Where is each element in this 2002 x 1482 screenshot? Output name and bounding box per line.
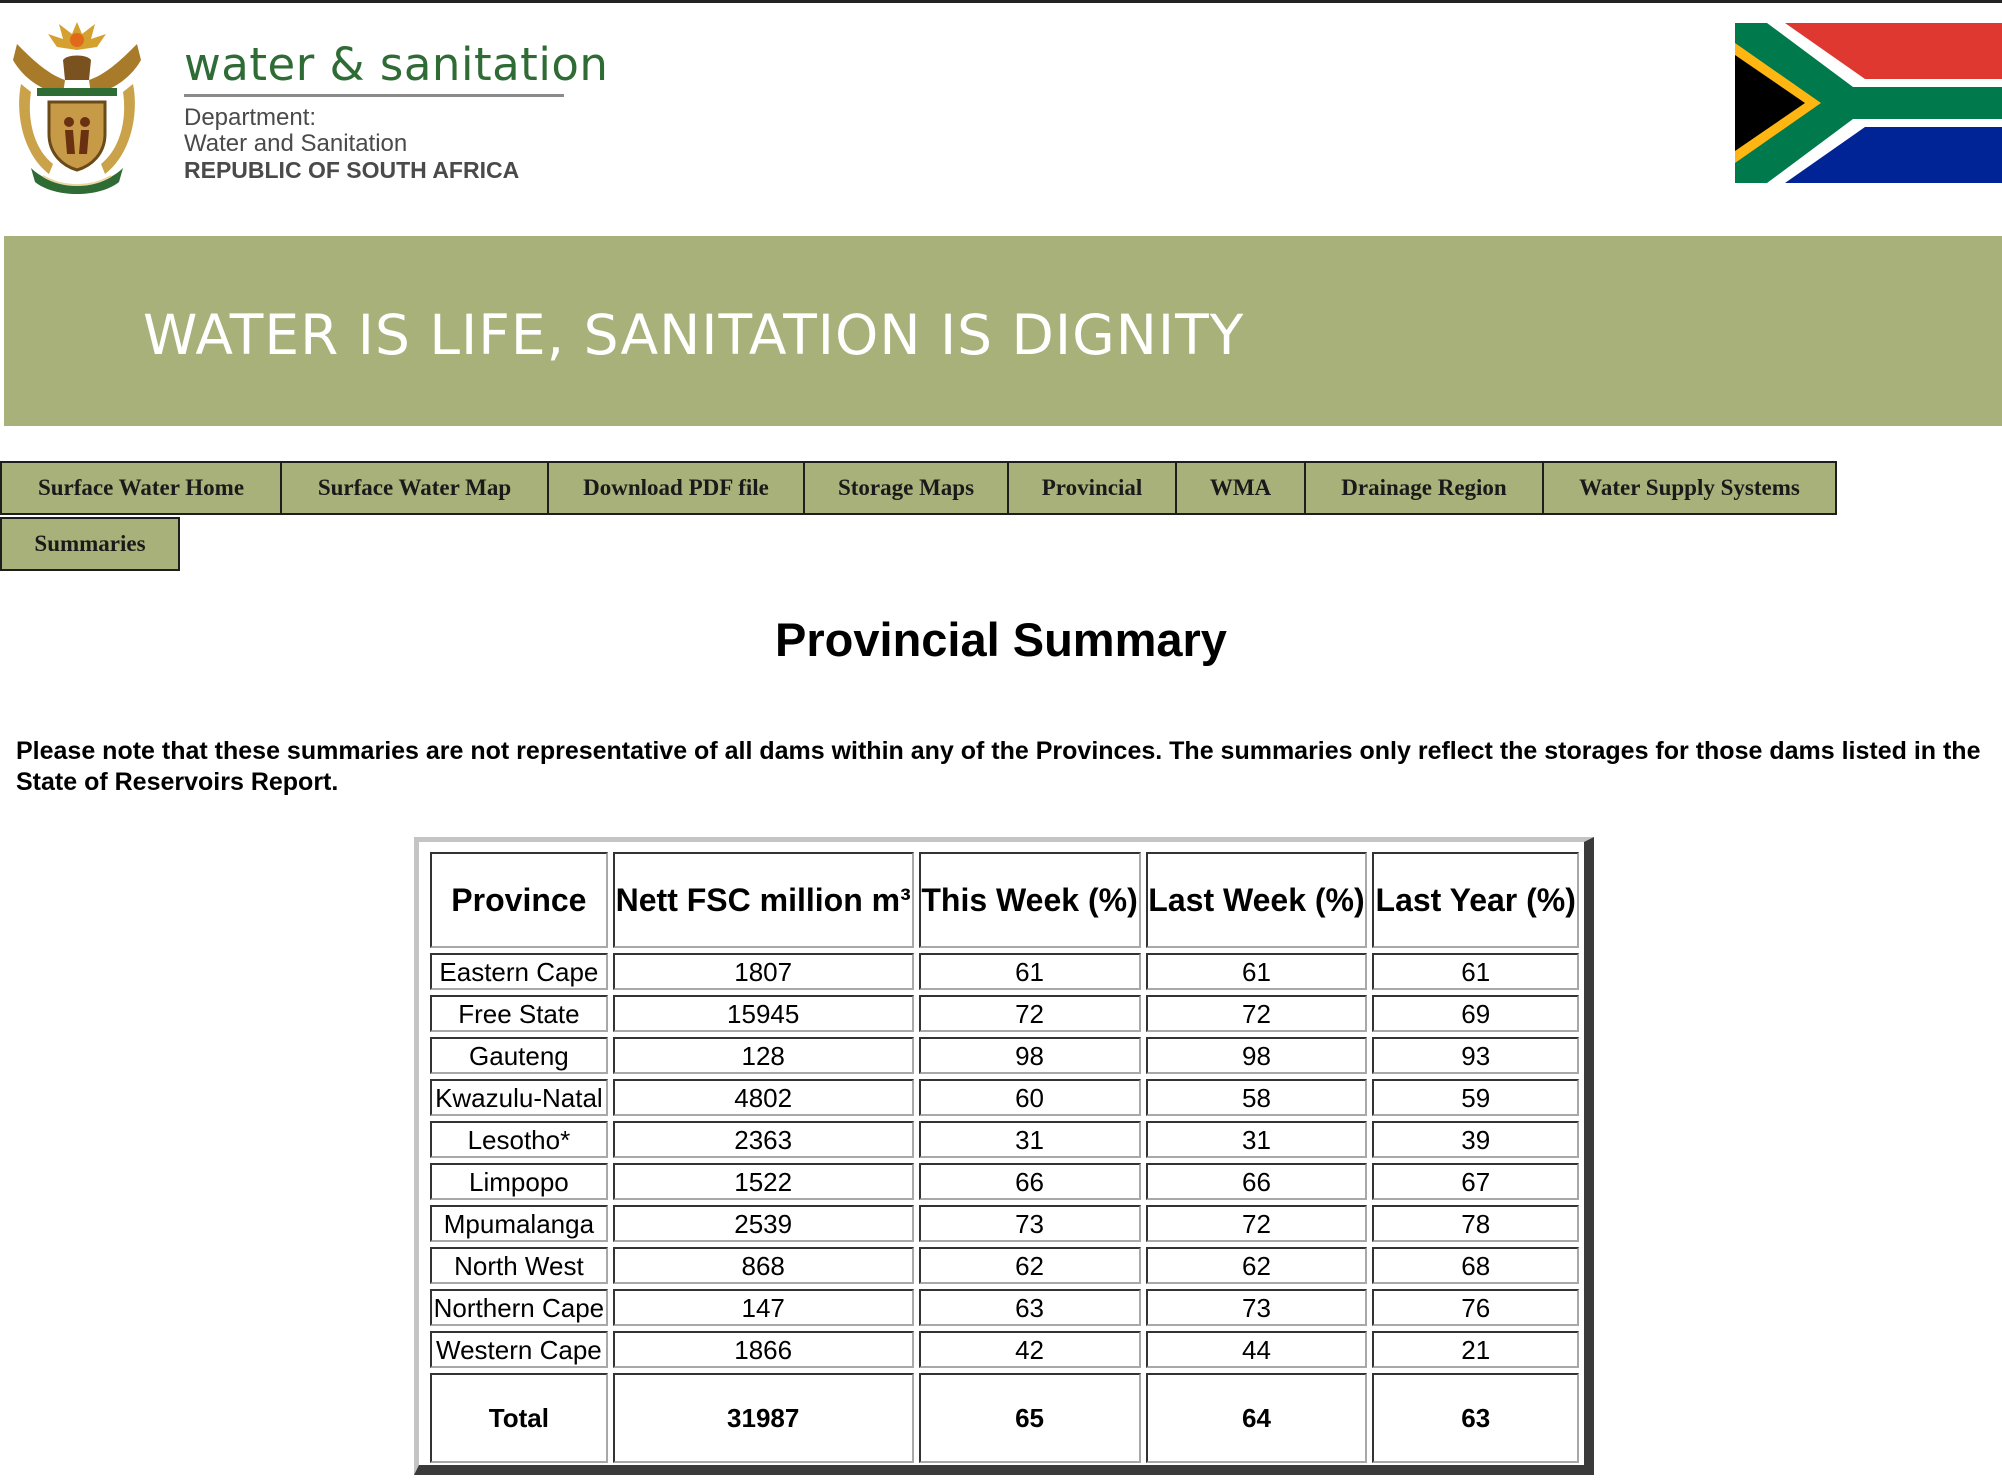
- total-last-week-cell: 64: [1145, 1373, 1368, 1463]
- table-row: Free State 15945 72 72 69: [430, 995, 1579, 1032]
- slogan-banner: WATER IS LIFE, SANITATION IS DIGNITY: [4, 236, 2002, 426]
- last-year-cell: 76: [1372, 1289, 1579, 1326]
- nett-fsc-cell: 15945: [612, 995, 914, 1032]
- total-nett-fsc-cell: 31987: [612, 1373, 914, 1463]
- table-row: Limpopo 1522 66 66 67: [430, 1163, 1579, 1200]
- table-row: Lesotho* 2363 31 31 39: [430, 1121, 1579, 1158]
- table-row: Mpumalanga 2539 73 72 78: [430, 1205, 1579, 1242]
- summary-table-frame: Province Nett FSC million m³ This Week (…: [414, 837, 1594, 1475]
- province-cell: North West: [430, 1247, 608, 1284]
- disclaimer-note: Please note that these summaries are not…: [16, 737, 1981, 796]
- nav-wma[interactable]: WMA: [1175, 461, 1306, 515]
- province-cell: Northern Cape: [430, 1289, 608, 1326]
- this-week-cell: 73: [918, 1205, 1141, 1242]
- table-header-row: Province Nett FSC million m³ This Week (…: [430, 852, 1579, 948]
- this-week-cell: 61: [918, 953, 1141, 990]
- last-week-cell: 58: [1145, 1079, 1368, 1116]
- this-week-cell: 31: [918, 1121, 1141, 1158]
- total-this-week-cell: 65: [918, 1373, 1141, 1463]
- province-cell: Lesotho*: [430, 1121, 608, 1158]
- nett-fsc-cell: 4802: [612, 1079, 914, 1116]
- last-year-cell: 78: [1372, 1205, 1579, 1242]
- last-week-cell: 72: [1145, 995, 1368, 1032]
- total-last-year-cell: 63: [1372, 1373, 1579, 1463]
- last-week-cell: 31: [1145, 1121, 1368, 1158]
- province-cell: Gauteng: [430, 1037, 608, 1074]
- this-week-cell: 72: [918, 995, 1141, 1032]
- last-year-cell: 61: [1372, 953, 1579, 990]
- country-name: REPUBLIC OF SOUTH AFRICA: [184, 157, 520, 183]
- nett-fsc-cell: 1866: [612, 1331, 914, 1368]
- nav-surface-water-home[interactable]: Surface Water Home: [0, 461, 282, 515]
- department-name: Water and Sanitation: [184, 130, 408, 157]
- this-week-cell: 66: [918, 1163, 1141, 1200]
- total-province-cell: Total: [430, 1373, 608, 1463]
- last-year-cell: 68: [1372, 1247, 1579, 1284]
- last-year-cell: 93: [1372, 1037, 1579, 1074]
- department-text: Department: Water and Sanitation REPUBLI…: [184, 104, 608, 184]
- table-row: Northern Cape 147 63 73 76: [430, 1289, 1579, 1326]
- nett-fsc-cell: 868: [612, 1247, 914, 1284]
- table-row: Kwazulu-Natal 4802 60 58 59: [430, 1079, 1579, 1116]
- this-week-cell: 42: [918, 1331, 1141, 1368]
- this-week-cell: 60: [918, 1079, 1141, 1116]
- table-row: North West 868 62 62 68: [430, 1247, 1579, 1284]
- brand-divider: [184, 94, 564, 97]
- this-week-cell: 98: [918, 1037, 1141, 1074]
- nav-surface-water-map[interactable]: Surface Water Map: [280, 461, 549, 515]
- last-year-cell: 69: [1372, 995, 1579, 1032]
- last-year-cell: 21: [1372, 1331, 1579, 1368]
- nett-fsc-cell: 147: [612, 1289, 914, 1326]
- last-week-cell: 98: [1145, 1037, 1368, 1074]
- page-title: Provincial Summary: [775, 613, 1227, 666]
- header-last-week: Last Week (%): [1145, 852, 1368, 948]
- nav-water-supply-systems[interactable]: Water Supply Systems: [1542, 461, 1837, 515]
- nett-fsc-cell: 2363: [612, 1121, 914, 1158]
- last-year-cell: 59: [1372, 1079, 1579, 1116]
- last-week-cell: 62: [1145, 1247, 1368, 1284]
- province-cell: Limpopo: [430, 1163, 608, 1200]
- nav-drainage-region[interactable]: Drainage Region: [1304, 461, 1544, 515]
- last-week-cell: 72: [1145, 1205, 1368, 1242]
- last-week-cell: 66: [1145, 1163, 1368, 1200]
- this-week-cell: 62: [918, 1247, 1141, 1284]
- provincial-summary-table: Province Nett FSC million m³ This Week (…: [425, 847, 1584, 1468]
- coat-of-arms-logo: [13, 22, 141, 194]
- nav-summaries[interactable]: Summaries: [0, 517, 180, 571]
- header-nett-fsc: Nett FSC million m³: [612, 852, 914, 948]
- brand-block: water & sanitation Department: Water and…: [184, 38, 608, 183]
- last-year-cell: 39: [1372, 1121, 1579, 1158]
- nett-fsc-cell: 1807: [612, 953, 914, 990]
- province-cell: Mpumalanga: [430, 1205, 608, 1242]
- nav-download-pdf[interactable]: Download PDF file: [547, 461, 805, 515]
- top-border: [0, 0, 2002, 3]
- province-cell: Eastern Cape: [430, 953, 608, 990]
- south-africa-flag-icon: [1735, 23, 2002, 183]
- province-cell: Western Cape: [430, 1331, 608, 1368]
- header-last-year: Last Year (%): [1372, 852, 1579, 948]
- this-week-cell: 63: [918, 1289, 1141, 1326]
- nav-provincial[interactable]: Provincial: [1007, 461, 1177, 515]
- header-this-week: This Week (%): [918, 852, 1141, 948]
- header-province: Province: [430, 852, 608, 948]
- last-year-cell: 67: [1372, 1163, 1579, 1200]
- nav-storage-maps[interactable]: Storage Maps: [803, 461, 1009, 515]
- last-week-cell: 61: [1145, 953, 1368, 990]
- last-week-cell: 73: [1145, 1289, 1368, 1326]
- province-cell: Kwazulu-Natal: [430, 1079, 608, 1116]
- table-row: Gauteng 128 98 98 93: [430, 1037, 1579, 1074]
- table-row: Eastern Cape 1807 61 61 61: [430, 953, 1579, 990]
- nett-fsc-cell: 128: [612, 1037, 914, 1074]
- table-total-row: Total 31987 65 64 63: [430, 1373, 1579, 1463]
- department-label: Department:: [184, 104, 317, 131]
- nett-fsc-cell: 2539: [612, 1205, 914, 1242]
- province-cell: Free State: [430, 995, 608, 1032]
- table-row: Western Cape 1866 42 44 21: [430, 1331, 1579, 1368]
- nett-fsc-cell: 1522: [612, 1163, 914, 1200]
- last-week-cell: 44: [1145, 1331, 1368, 1368]
- banner-slogan: WATER IS LIFE, SANITATION IS DIGNITY: [143, 303, 1245, 367]
- brand-name: water & sanitation: [184, 38, 609, 91]
